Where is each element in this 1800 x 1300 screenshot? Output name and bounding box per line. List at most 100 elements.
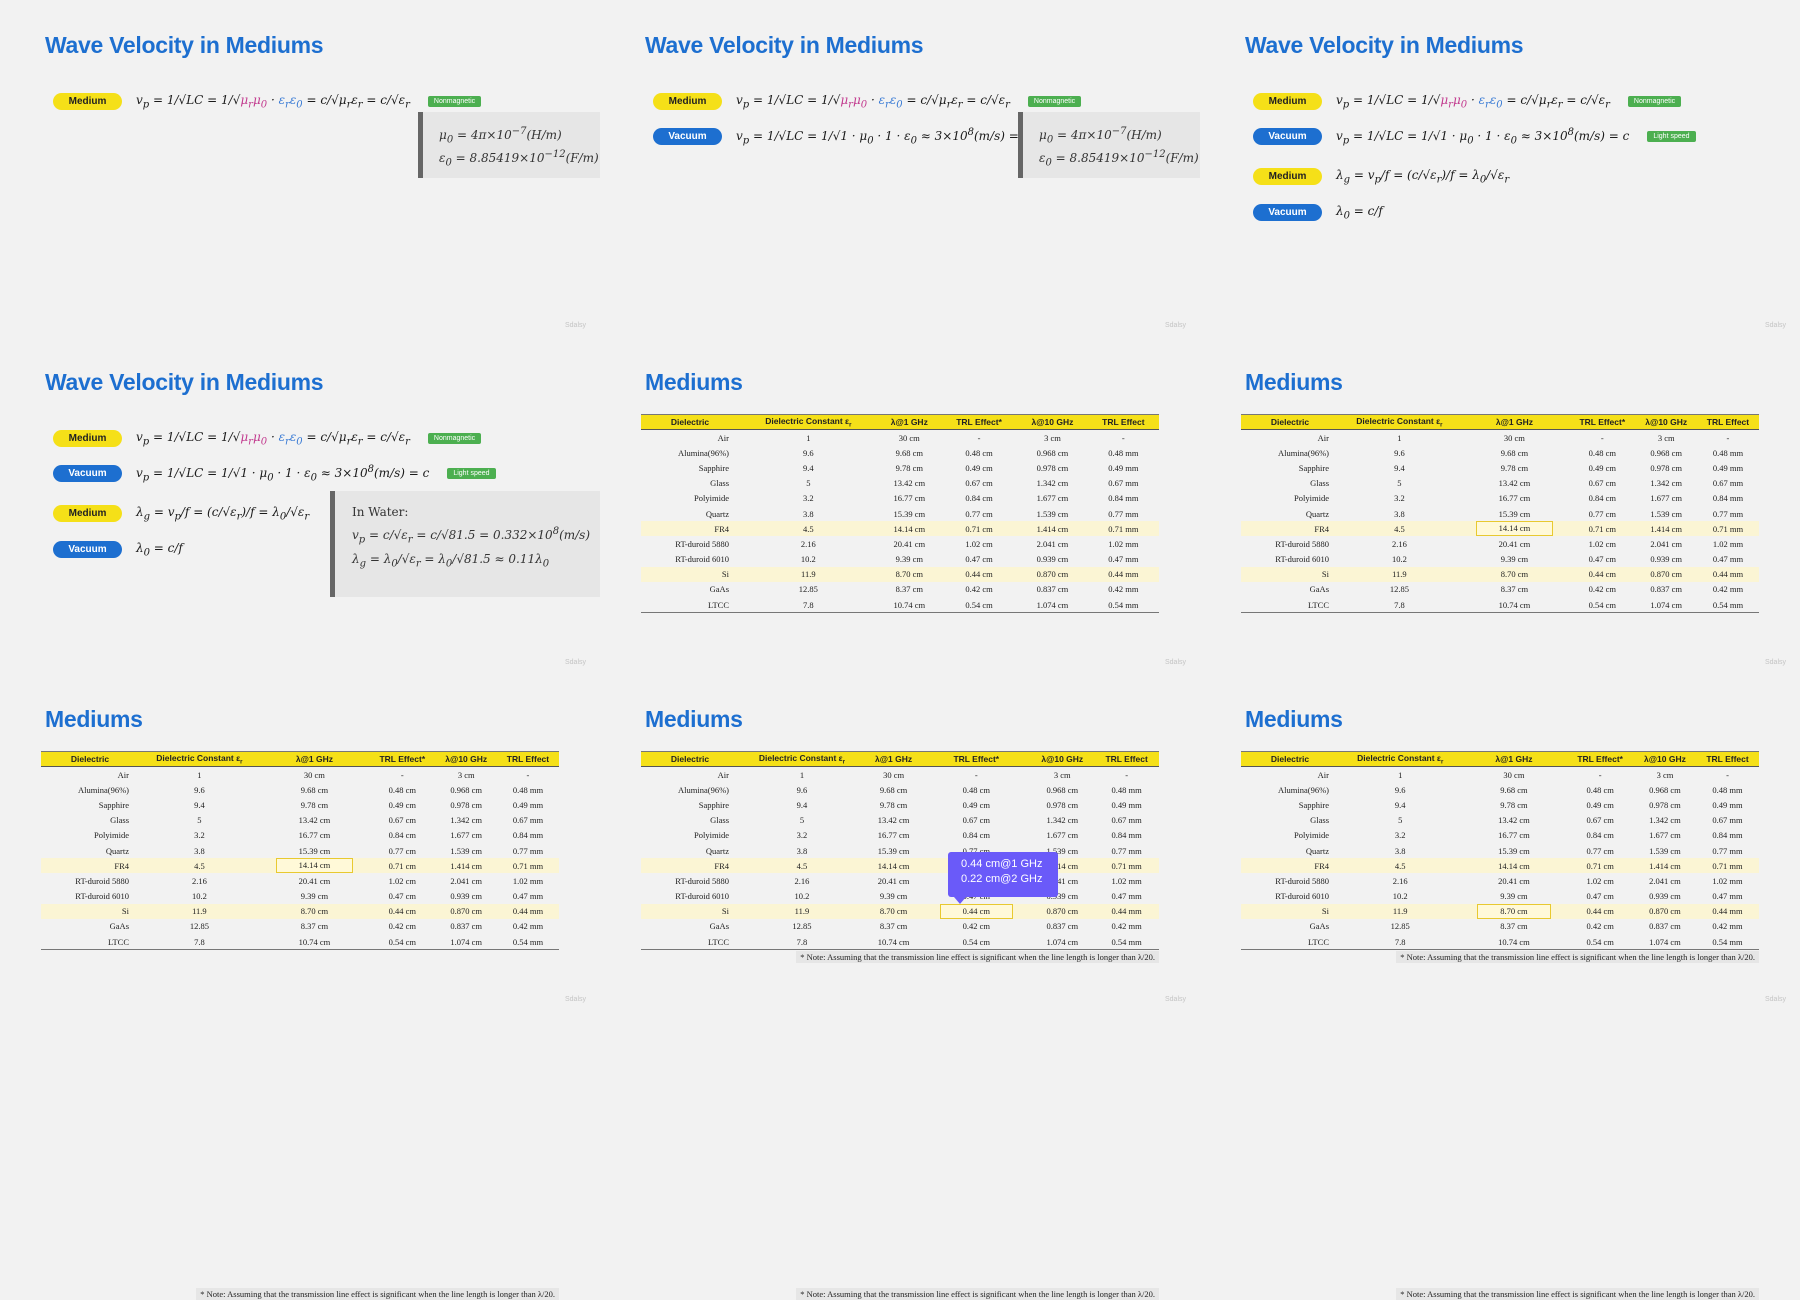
table-row[interactable]: LTCC 7.8 10.74 cm 0.54 cm 1.074 cm 0.54 mm: [1241, 597, 1759, 614]
table-cell: Air: [1317, 432, 1329, 443]
table-footnote: * Note: Assuming that the transmission l…: [196, 1288, 559, 1300]
table-row[interactable]: Glass 5 13.42 cm 0.67 cm 1.342 cm 0.67 mm: [641, 476, 1159, 491]
table-row[interactable]: Sapphire 9.4 9.78 cm 0.49 cm 0.978 cm 0.49 mm: [41, 797, 559, 812]
table-row[interactable]: Glass 5 13.42 cm 0.67 cm 1.342 cm 0.67 mm: [41, 813, 559, 828]
vacuum-pill[interactable]: Vacuum: [1253, 128, 1322, 146]
highlighted-cell[interactable]: 8.70 cm: [1477, 903, 1551, 919]
water-wavelength-line: λg = λ0/√εr = λ0/√81.5 ≈ 0.11λ0: [352, 552, 550, 570]
medium-pill[interactable]: Medium: [653, 93, 722, 111]
table-row[interactable]: Air 1 30 cm - 3 cm -: [41, 767, 559, 783]
table-cell: 1.539 cm: [1649, 845, 1681, 856]
vacuum-pill[interactable]: Vacuum: [1253, 204, 1322, 222]
table-cell: Glass: [710, 815, 729, 826]
slide-mediums[interactable]: Mediums Dielectric Dielectric Constant εr…: [1200, 674, 1800, 1300]
table-cell: Sapphire: [1298, 799, 1329, 810]
table-cell: 0.71 cm: [940, 521, 1018, 537]
table-row[interactable]: GaAs 12.85 8.37 cm 0.42 cm 0.837 cm 0.42 mm: [1241, 919, 1759, 934]
table-row[interactable]: Quartz 3.8 15.39 cm 0.77 cm 1.539 cm 0.77 mm: [1241, 506, 1759, 521]
slide-wave-velocity[interactable]: Wave Velocity in Mediums Sdalsy Medium v…: [1200, 0, 1800, 337]
table-cell: 9.4: [1394, 462, 1405, 473]
table-row[interactable]: Alumina(96%) 9.6 9.68 cm 0.48 cm 0.968 cm 0.4…: [1241, 445, 1759, 460]
medium-pill[interactable]: Medium: [53, 430, 122, 448]
table-cell: -: [1598, 769, 1602, 780]
table-row[interactable]: Glass 5 13.42 cm 0.67 cm 1.342 cm 0.67 mm: [641, 813, 1159, 828]
highlighted-cell[interactable]: 14.14 cm: [275, 858, 354, 874]
table-row[interactable]: Air 1 30 cm - 3 cm -: [1241, 767, 1759, 783]
table-row[interactable]: Quartz 3.8 15.39 cm 0.77 cm 1.539 cm 0.77 mm: [641, 843, 1159, 858]
table-row[interactable]: Sapphire 9.4 9.78 cm 0.49 cm 0.978 cm 0.49 mm: [1241, 797, 1759, 812]
table-row[interactable]: Glass 5 13.42 cm 0.67 cm 1.342 cm 0.67 mm: [1241, 813, 1759, 828]
table-cell: 9.68 cm: [879, 784, 908, 795]
table-row[interactable]: Si 11.9 8.70 cm 0.44 cm 0.870 cm 0.44 mm: [641, 903, 1159, 919]
slide-mediums[interactable]: Mediums Dielectric Dielectric Constant εr…: [0, 674, 600, 1300]
vacuum-pill[interactable]: Vacuum: [53, 541, 122, 559]
table-row[interactable]: Quartz 3.8 15.39 cm 0.77 cm 1.539 cm 0.77 mm: [41, 843, 559, 858]
table-row[interactable]: LTCC 7.8 10.74 cm 0.54 cm 1.074 cm 0.54 mm: [641, 597, 1159, 614]
table-row[interactable]: LTCC 7.8 10.74 cm 0.54 cm 1.074 cm 0.54 mm: [1241, 934, 1759, 951]
table-row[interactable]: Polyimide 3.2 16.77 cm 0.84 cm 1.677 cm 0.84 …: [1241, 828, 1759, 843]
table-row[interactable]: Sapphire 9.4 9.78 cm 0.49 cm 0.978 cm 0.49 mm: [641, 797, 1159, 812]
slide-wave-velocity[interactable]: Wave Velocity in Mediums Sdalsy Medium v…: [0, 0, 600, 337]
table-row[interactable]: Sapphire 9.4 9.78 cm 0.49 cm 0.978 cm 0.49 mm: [641, 460, 1159, 475]
table-row[interactable]: Air 1 30 cm - 3 cm -: [641, 430, 1159, 446]
table-row[interactable]: Quartz 3.8 15.39 cm 0.77 cm 1.539 cm 0.77 mm: [641, 506, 1159, 521]
slide-mediums[interactable]: Mediums Dielectric Dielectric Constant εr…: [600, 674, 1200, 1300]
table-row[interactable]: Sapphire 9.4 9.78 cm 0.49 cm 0.978 cm 0.49 mm: [1241, 460, 1759, 475]
table-row[interactable]: Polyimide 3.2 16.77 cm 0.84 cm 1.677 cm 0.84 …: [1241, 491, 1759, 506]
table-row[interactable]: Alumina(96%) 9.6 9.68 cm 0.48 cm 0.968 cm 0.4…: [641, 445, 1159, 460]
slide-mediums[interactable]: Mediums Dielectric Dielectric Constant εr…: [1200, 337, 1800, 964]
table-row[interactable]: Polyimide 3.2 16.77 cm 0.84 cm 1.677 cm 0.84 …: [641, 491, 1159, 506]
medium-pill[interactable]: Medium: [53, 93, 122, 111]
medium-pill[interactable]: Medium: [53, 505, 122, 523]
slide-mediums[interactable]: Mediums Dielectric Dielectric Constant εr…: [600, 337, 1200, 964]
table-row[interactable]: Si 11.9 8.70 cm 0.44 cm 0.870 cm 0.44 mm: [641, 566, 1159, 582]
medium-pill[interactable]: Medium: [1253, 168, 1322, 186]
table-row[interactable]: GaAs 12.85 8.37 cm 0.42 cm 0.837 cm 0.42 mm: [1241, 582, 1759, 597]
table-cell: 0.84 mm: [1108, 493, 1139, 504]
slide-wave-velocity[interactable]: Wave Velocity in Mediums Sdalsy Medium v…: [0, 337, 600, 674]
watermark: Sdalsy: [1764, 322, 1786, 329]
table-row[interactable]: Si 11.9 8.70 cm 0.44 cm 0.870 cm 0.44 mm: [1241, 566, 1759, 582]
table-row[interactable]: Alumina(96%) 9.6 9.68 cm 0.48 cm 0.968 cm 0.4…: [641, 782, 1159, 797]
table-row[interactable]: Quartz 3.8 15.39 cm 0.77 cm 1.539 cm 0.77 mm: [1241, 843, 1759, 858]
table-row[interactable]: Alumina(96%) 9.6 9.68 cm 0.48 cm 0.968 cm 0.4…: [1241, 782, 1759, 797]
medium-pill[interactable]: Medium: [1253, 93, 1322, 111]
table-row[interactable]: GaAs 12.85 8.37 cm 0.42 cm 0.837 cm 0.42 mm: [641, 582, 1159, 597]
table-row[interactable]: Si 11.9 8.70 cm 0.44 cm 0.870 cm 0.44 mm: [41, 903, 559, 919]
vacuum-pill[interactable]: Vacuum: [653, 128, 722, 146]
slide-wave-velocity[interactable]: Wave Velocity in Mediums Sdalsy Medium v…: [600, 0, 1200, 337]
table-row[interactable]: GaAs 12.85 8.37 cm 0.42 cm 0.837 cm 0.42 mm: [41, 919, 559, 934]
table-row[interactable]: GaAs 12.85 8.37 cm 0.42 cm 0.837 cm 0.42 mm: [641, 919, 1159, 934]
table-row[interactable]: Si 11.9 8.70 cm 0.44 cm 0.870 cm 0.44 mm: [1241, 903, 1759, 919]
mu0-constant: μ0 = 4π×10−7(H/m): [439, 126, 562, 146]
table-row[interactable]: LTCC 7.8 10.74 cm 0.54 cm 1.074 cm 0.54 mm: [641, 934, 1159, 951]
table-row[interactable]: Polyimide 3.2 16.77 cm 0.84 cm 1.677 cm 0.84 …: [41, 828, 559, 843]
table-row[interactable]: Air 1 30 cm - 3 cm -: [1241, 430, 1759, 446]
table-row[interactable]: LTCC 7.8 10.74 cm 0.54 cm 1.074 cm 0.54 mm: [41, 934, 559, 951]
table-row[interactable]: Polyimide 3.2 16.77 cm 0.84 cm 1.677 cm 0.84 …: [641, 828, 1159, 843]
highlighted-cell[interactable]: 0.44 cm: [939, 903, 1013, 919]
table-cell: 0.47 cm: [1586, 891, 1614, 902]
table-cell: 0.47 cm: [388, 891, 416, 902]
table-row[interactable]: Air 1 30 cm - 3 cm -: [641, 767, 1159, 783]
highlighted-cell[interactable]: 14.14 cm: [1475, 521, 1554, 537]
table-row[interactable]: Glass 5 13.42 cm 0.67 cm 1.342 cm 0.67 mm: [1241, 476, 1759, 491]
vacuum-pill[interactable]: Vacuum: [53, 465, 122, 483]
watermark: Sdalsy: [1164, 659, 1186, 666]
table-row[interactable]: Alumina(96%) 9.6 9.68 cm 0.48 cm 0.968 cm 0.4…: [41, 782, 559, 797]
